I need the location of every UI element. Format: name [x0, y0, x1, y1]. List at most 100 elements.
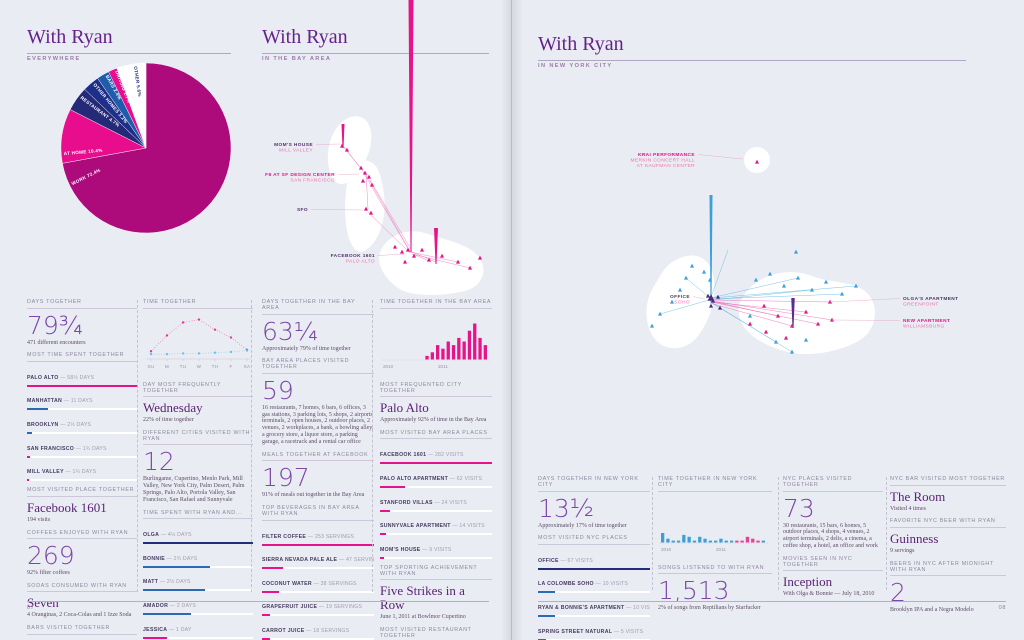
bar-label-line: SAN FRANCISCO — 1¾ DAYS	[27, 437, 137, 455]
section-subtitle-everywhere: EVERYWHERE	[27, 56, 81, 62]
bar-label-line: SPRING STREET NATURAL — 5 VISITS	[538, 620, 650, 638]
bar-label: OLGA	[143, 532, 160, 539]
section-title-bay-area: With Ryan	[262, 26, 489, 54]
stat-header: SODAS CONSUMED WITH RYAN	[27, 583, 137, 593]
map-marker	[710, 298, 716, 303]
map-marker	[789, 349, 795, 354]
bar-track	[380, 533, 492, 536]
map-landmass	[646, 255, 715, 349]
stat-caption: 194 visits	[27, 516, 51, 523]
stats-column-nyc-1: DAYS TOGETHER IN NEW YORK CITY 13½ Approxi…	[538, 476, 650, 640]
data-point	[149, 352, 153, 355]
pie-slice-other	[116, 62, 147, 149]
bar	[751, 538, 755, 542]
map-marker	[717, 305, 723, 310]
bar-value: — 10 VISITS	[626, 605, 650, 612]
map-marker	[754, 159, 760, 164]
timeline-bar-chart: 2010 2011	[660, 532, 768, 552]
map-trip-line	[709, 301, 777, 343]
bar-label: MOM'S HOUSE	[380, 546, 421, 553]
bar-label-line: AMADOR — 2 DAYS	[143, 594, 253, 612]
bar-label: STANFORD VILLAS	[380, 499, 433, 506]
stat-header: COFFEES ENJOYED WITH RYAN	[27, 530, 137, 540]
map-label-connector	[377, 253, 407, 256]
bar	[735, 540, 739, 542]
bar-label: MILL VALLEY	[27, 469, 64, 476]
stat-caption: 22% of time together	[143, 417, 194, 424]
map-marker	[363, 206, 369, 211]
bar-value: — 67 VISITS	[558, 557, 593, 564]
bar-fill	[27, 408, 48, 411]
map-label-name: F8 AT SF DESIGN CENTER	[265, 172, 335, 178]
bar	[676, 540, 681, 542]
map-trip-line	[711, 285, 857, 299]
page-number-left: 07	[27, 605, 35, 611]
data-point	[181, 351, 185, 355]
bar-label-line: MILL VALLEY — 1¼ DAYS	[27, 460, 137, 478]
map-label-sub: MERKIN CONCERT HALL	[631, 158, 695, 164]
bar-fill	[262, 638, 270, 640]
map-marker	[649, 323, 655, 328]
stat-value: 269	[27, 541, 75, 571]
bar-label: BROOKLYN	[27, 422, 59, 429]
map-marker	[689, 263, 695, 268]
bar-row: SAN FRANCISCO — 1¾ DAYS	[27, 437, 137, 458]
bar-row: PALO ALTO — 58½ DAYS	[27, 366, 137, 387]
stat-block: TIME TOGETHER IN NEW YORK CITY 2010 2011	[658, 476, 772, 559]
bar-label-line: OLGA — 4½ DAYS	[143, 523, 253, 541]
stat-header: MOVIES SEEN IN NYC TOGETHER	[783, 556, 883, 572]
map-marker	[708, 303, 714, 308]
bar-label: BONNIE	[143, 555, 165, 562]
map-landmass	[738, 272, 875, 355]
map-label-sub: PALO ALTO	[346, 259, 375, 265]
stat-block: NYC BAR VISITED MOST TOGETHER The Room Vis…	[890, 476, 1006, 512]
map-marker	[803, 337, 809, 342]
bar	[708, 540, 712, 542]
stat-block: MOST VISITED BAY AREA PLACES FACEBOOK 160…	[380, 430, 492, 559]
map-trip-line	[711, 289, 813, 301]
map-trip-line	[710, 277, 799, 299]
bar-fill	[143, 589, 205, 592]
data-point	[229, 350, 233, 353]
stat-header: BAY AREA PLACES VISITED TOGETHER	[262, 358, 374, 374]
bar-track	[262, 590, 374, 593]
bar-track	[380, 556, 492, 559]
map-marker	[439, 253, 445, 258]
bar	[430, 351, 434, 359]
stat-block: COFFEES ENJOYED WITH RYAN 269 92% filter c…	[27, 530, 137, 577]
data-point	[197, 351, 201, 355]
stat-caption: Brooklyn IPA and a Negra Modelo	[890, 607, 974, 614]
bar	[483, 344, 487, 359]
bar-row: SIERRA NEVADA PALE ALE — 47 SERVINGS	[262, 548, 374, 570]
bar-label: COCONUT WATER	[262, 580, 312, 587]
bar-row: AMADOR — 2 DAYS	[143, 594, 253, 615]
bar	[729, 540, 734, 542]
pie-slice-label: DRIVING 1.7%	[114, 70, 132, 104]
bar-label-line: FILTER COFFEE — 253 SERVINGS	[262, 525, 374, 543]
stat-value: 59	[262, 375, 294, 405]
bar-row: MATT — 2½ DAYS	[143, 570, 253, 592]
bar	[698, 536, 702, 542]
map-spike	[709, 195, 713, 302]
bar-row: MANHATTAN — 11 DAYS	[27, 389, 137, 411]
map-marker	[823, 279, 829, 284]
column-separator	[251, 300, 252, 592]
bar-fill	[262, 567, 283, 570]
pie-slice-label: RESTAURANT 4.7%	[80, 95, 121, 128]
map-marker	[426, 257, 432, 262]
line-series	[150, 318, 248, 351]
stat-header: DAYS TOGETHER IN THE BAY AREA	[262, 299, 374, 315]
stat-value: Seven	[27, 595, 59, 611]
stat-caption: 16 restaurants, 7 homes, 6 bars, 6 offic…	[262, 404, 374, 445]
section-subtitle-bay-area: IN THE BAY AREA	[262, 56, 332, 62]
map-marker	[715, 294, 721, 299]
data-point	[213, 350, 217, 354]
pie-slice-driving	[108, 67, 147, 149]
stat-header: MOST FREQUENTED CITY TOGETHER	[380, 382, 492, 397]
section-title-everywhere: With Ryan	[27, 26, 231, 54]
bar-row: MILL VALLEY — 1¼ DAYS	[27, 460, 137, 482]
bar	[724, 540, 728, 542]
bar-track	[538, 567, 650, 570]
data-point	[165, 352, 169, 355]
stat-block: MOST TIME SPENT TOGETHER PALO ALTO — 58½ …	[27, 352, 137, 482]
